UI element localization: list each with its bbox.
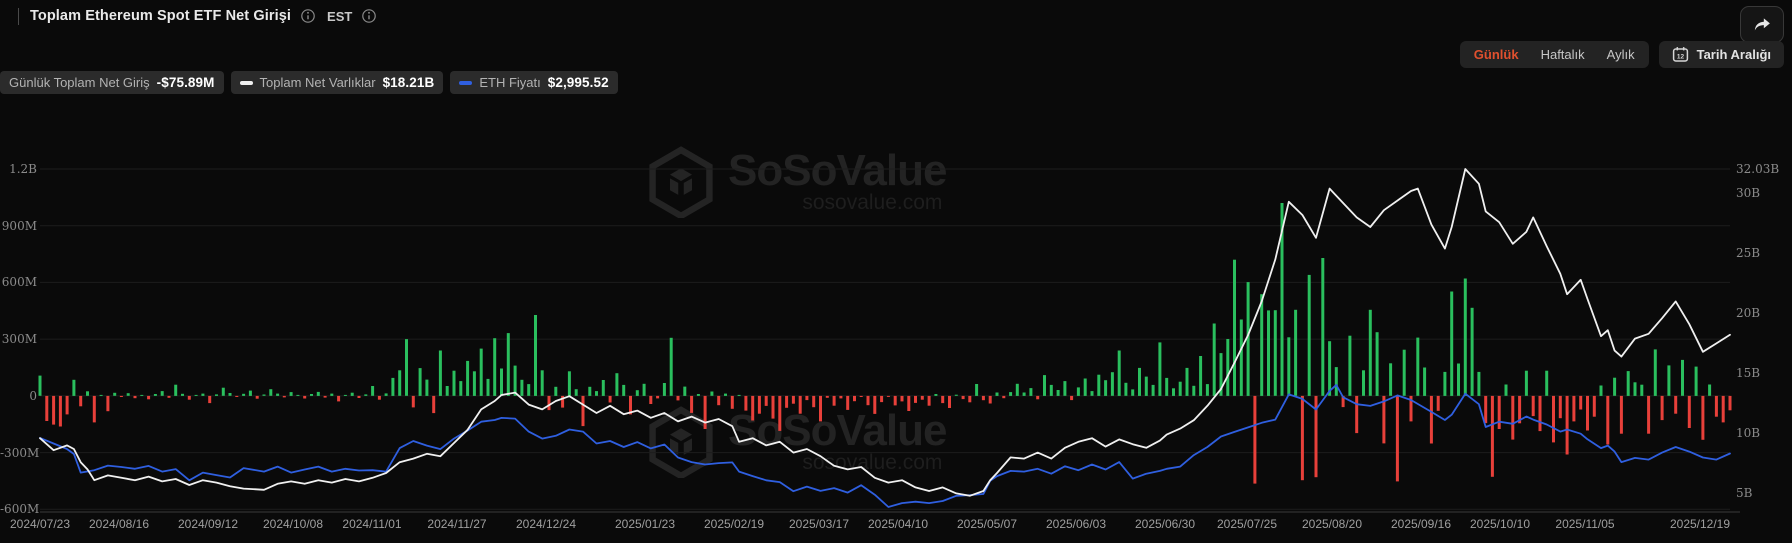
y-axis-label-left: 600M [1,275,37,289]
x-axis-label: 2025/05/07 [956,517,1018,531]
x-axis-label: 2025/09/16 [1390,517,1452,531]
title-info-icon[interactable] [300,8,316,24]
period-controls: Günlük Haftalık Aylık 12 Tarih Aralığı [1459,41,1784,68]
x-axis-label: 2024/12/24 [515,517,577,531]
legend-value: -$75.89M [156,75,215,90]
x-axis-label: 2024/11/01 [342,517,402,531]
left-edge-divider [18,8,19,25]
legend-daily-netflow[interactable]: Günlük Toplam Net Giriş -$75.89M [0,71,224,94]
page-title: Toplam Ethereum Spot ETF Net Girişi [30,8,292,24]
timezone-info-icon[interactable] [361,8,377,24]
x-axis-label: 2024/10/08 [262,517,324,531]
y-axis-label-left: -300M [0,446,40,460]
x-axis-label: 2025/02/19 [703,517,765,531]
timezone-label: EST [327,8,353,24]
x-axis-label: 2025/06/30 [1134,517,1196,531]
legend-total-assets[interactable]: Toplam Net Varlıklar $18.21B [230,71,444,94]
gridlines [40,168,1740,513]
y-axis-label-right: 32.03B [1736,162,1780,176]
share-icon [1751,14,1773,36]
tab-daily[interactable]: Günlük [1473,47,1519,62]
calendar-icon: 12 [1672,46,1689,63]
y-axis-label-right: 30B [1736,186,1761,200]
x-axis-label: 2024/11/27 [427,517,487,531]
y-axis-label-left: 900M [1,219,37,233]
y-axis-label-right: 25B [1736,246,1761,260]
daily-netflow-bars[interactable] [38,203,1732,484]
series-color-chip [239,80,253,85]
x-axis-label: 2025/04/10 [867,517,929,531]
eth-price-line[interactable] [39,383,1731,508]
y-axis-label-right: 20B [1736,306,1761,320]
svg-text:12: 12 [1676,53,1684,60]
y-axis-label-left: 300M [1,332,37,346]
y-axis-label-left: 0 [29,389,37,403]
legend-label: Günlük Toplam Net Giriş [9,75,150,90]
series-color-chip [459,80,473,85]
legend-row: Günlük Toplam Net Giriş -$75.89M Toplam … [0,71,618,94]
x-axis-label: 2025/12/19 [1669,517,1731,531]
date-range-button[interactable]: 12 Tarih Aralığı [1658,41,1784,68]
x-axis-label: 2024/07/23 [9,517,71,531]
x-axis-label: 2025/08/20 [1301,517,1363,531]
title-row: Toplam Ethereum Spot ETF Net Girişi EST [30,0,377,32]
share-button[interactable] [1740,6,1784,43]
x-axis-label: 2024/09/12 [177,517,239,531]
legend-value: $2,995.52 [547,75,609,90]
x-axis-label: 2025/07/25 [1216,517,1278,531]
legend-label: Toplam Net Varlıklar [259,75,376,90]
y-axis-label-left: -600M [0,502,40,516]
y-axis-label-right: 5B [1736,486,1753,500]
x-axis-label: 2025/03/17 [788,517,850,531]
x-axis-label: 2025/01/23 [614,517,676,531]
tab-monthly[interactable]: Aylık [1606,47,1635,62]
tab-weekly[interactable]: Haftalık [1540,47,1585,62]
legend-value: $18.21B [382,75,435,90]
date-range-label: Tarih Aralığı [1696,47,1771,62]
x-axis-label: 2024/08/16 [88,517,150,531]
legend-eth-price[interactable]: ETH Fiyatı $2,995.52 [450,71,618,94]
y-axis-label-right: 10B [1736,426,1761,440]
x-axis-label: 2025/10/10 [1469,517,1531,531]
assets-line[interactable] [39,168,1731,497]
y-axis-label-left: 1.2B [9,162,37,176]
period-tab-group: Günlük Haftalık Aylık [1459,41,1649,68]
legend-label: ETH Fiyatı [479,75,541,90]
y-axis-label-right: 15B [1736,366,1761,380]
x-axis-label: 2025/11/05 [1555,517,1615,531]
x-axis-label: 2025/06/03 [1045,517,1107,531]
